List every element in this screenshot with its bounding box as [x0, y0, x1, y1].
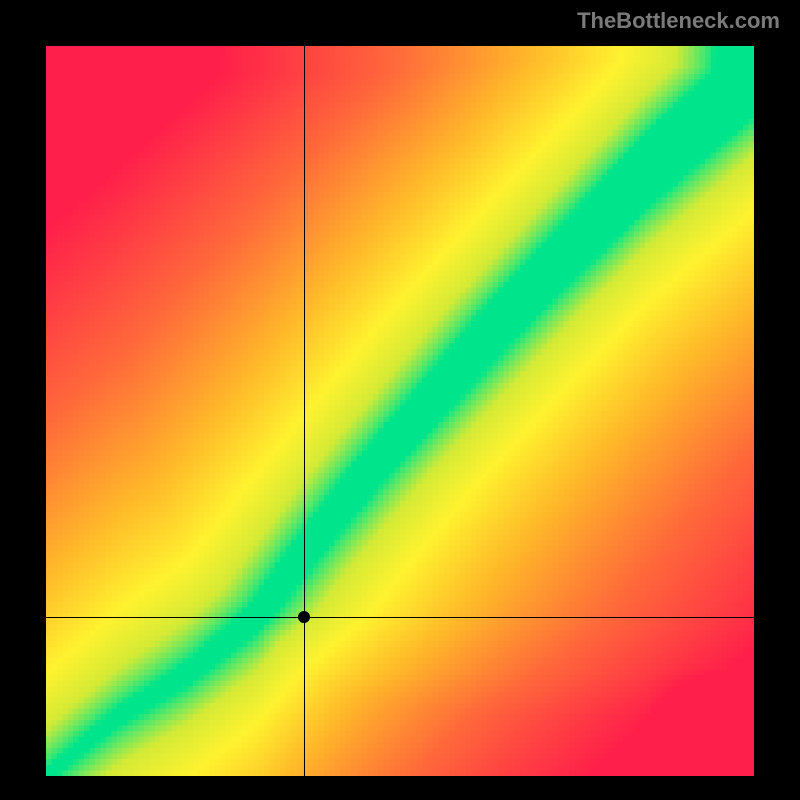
crosshair-horizontal [46, 617, 754, 618]
crosshair-vertical [304, 46, 305, 776]
marker-point [298, 611, 310, 623]
heatmap-plot [46, 46, 754, 776]
watermark-text: TheBottleneck.com [577, 8, 780, 34]
chart-root: TheBottleneck.com [0, 0, 800, 800]
heatmap-canvas [46, 46, 754, 776]
